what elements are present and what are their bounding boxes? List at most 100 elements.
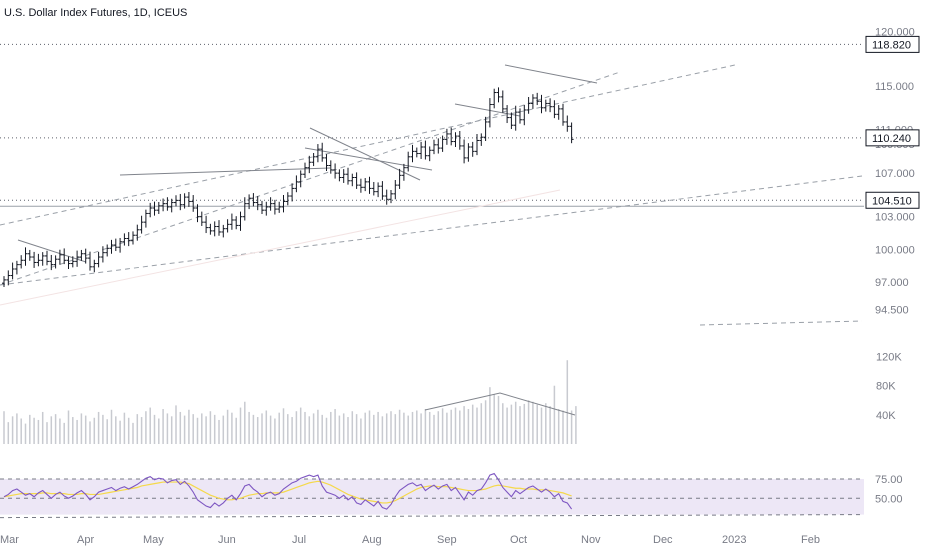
volume-bar (446, 412, 448, 444)
volume-bar (209, 411, 212, 444)
volume-tick-label: 40K (876, 410, 896, 422)
price-tick-label: 115.000 (875, 81, 914, 93)
volume-bar (519, 406, 521, 444)
time-tick-label: Oct (510, 534, 527, 546)
volume-bar (317, 409, 319, 444)
support-line (699, 320, 863, 326)
volume-bar (145, 411, 147, 444)
volume-bar (97, 411, 100, 444)
price-tick-label: 120.000 (875, 27, 915, 39)
rsi-tick-label: 75.00 (875, 474, 903, 486)
price-axis: 120.000115.000111.000107.000103.000100.0… (865, 27, 920, 505)
price-tick-label: 107.000 (875, 168, 915, 180)
volume-bar (115, 416, 117, 444)
volume-bar (29, 414, 31, 444)
volume-bar (149, 407, 151, 444)
volume-bar (261, 413, 263, 444)
volume-bar (304, 411, 306, 444)
trend-line (17, 239, 87, 263)
volume-bar (476, 407, 478, 444)
trend-line (304, 147, 433, 171)
time-tick-label: 2023 (722, 534, 746, 546)
volume-bar (510, 404, 513, 444)
volume-bar (80, 413, 83, 444)
volume-bar (175, 405, 177, 444)
volume-bar (390, 411, 392, 444)
volume-bar (158, 418, 160, 444)
volume-bar (342, 413, 345, 444)
price-label-box (865, 129, 920, 147)
volume-bar (428, 411, 431, 444)
trend-line (454, 103, 521, 117)
volume-bar (459, 410, 461, 444)
volume-bar (381, 416, 384, 444)
channel-upper-line (0, 64, 736, 226)
volume-bar (16, 413, 18, 444)
faint-line (0, 189, 561, 306)
volume-bar (274, 418, 276, 444)
volume-bar (557, 409, 560, 444)
volume-bar (334, 409, 336, 444)
volume-bar (471, 404, 474, 444)
volume-bar (321, 414, 323, 444)
volume-bar (489, 387, 491, 444)
volume-bar (562, 410, 564, 444)
volume-bar (235, 417, 237, 444)
volume-bar (222, 415, 225, 444)
volume-bar (308, 416, 311, 444)
volume-bar (166, 413, 169, 444)
volume-bar (377, 411, 379, 444)
volume-bar (368, 410, 371, 444)
volume-bar (7, 422, 10, 444)
volume-bar (248, 411, 250, 444)
volume-bar (575, 406, 577, 444)
price-label-text: 110.240 (872, 133, 911, 145)
volume-bar (351, 411, 354, 444)
volume-bar (76, 419, 78, 444)
volume-bar (192, 414, 194, 444)
volume-bar (416, 410, 418, 444)
volume-bar (162, 409, 164, 444)
volume-bar (463, 406, 465, 444)
volume-bar (265, 410, 268, 444)
volume-bar (269, 415, 272, 444)
volume-bar (291, 417, 293, 444)
volume-bar (196, 417, 199, 444)
volume-bar (33, 417, 35, 444)
volume-bar (373, 414, 375, 444)
volume-bar (527, 400, 530, 444)
volume-bar (549, 406, 551, 444)
price-label-box (865, 35, 920, 53)
volume-bar (3, 411, 5, 444)
volume-bar (50, 416, 53, 444)
volume-bar (407, 415, 409, 444)
volume-bar (385, 413, 388, 444)
volume-tick-label: 80K (876, 381, 896, 393)
volume-bar (239, 407, 242, 444)
volume-bar (41, 411, 44, 444)
price-series (2, 87, 574, 287)
volume-bar (570, 410, 573, 444)
volume-bar (523, 403, 526, 444)
volume-bar (330, 411, 332, 444)
price-tick-label: 94.500 (875, 304, 909, 316)
volume-bar (127, 417, 130, 444)
volume-bar (54, 414, 57, 444)
volume-bar (437, 411, 440, 444)
time-tick-label: May (143, 534, 164, 546)
volume-bar (179, 411, 182, 444)
time-tick-label: Apr (77, 534, 94, 546)
volume-bar (411, 411, 414, 444)
volume-bar (536, 404, 538, 444)
volume-bar (218, 419, 220, 444)
price-tick-label: 103.000 (875, 212, 915, 224)
volume-bar (170, 416, 173, 444)
volume-bar (364, 412, 366, 444)
volume-series (3, 360, 577, 444)
volume-bar (231, 412, 233, 444)
volume-bar (213, 414, 216, 444)
volume-bar (287, 414, 289, 444)
channel-mid-line (0, 71, 621, 286)
rsi-tick-label: 50.00 (875, 493, 903, 505)
